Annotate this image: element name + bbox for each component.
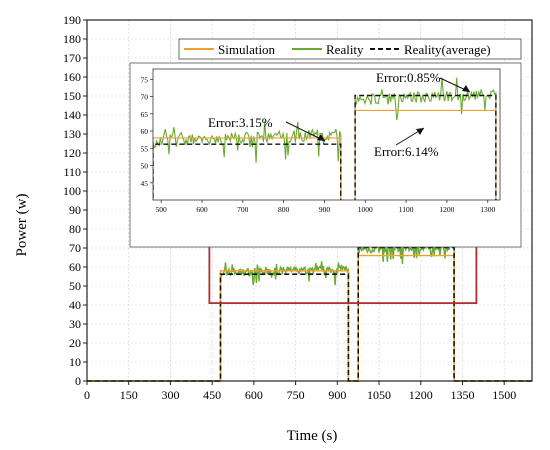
inset-y-tick-label: 50 — [141, 162, 149, 171]
main-plot-frame — [86, 19, 533, 382]
x-tick-label: 150 — [120, 388, 138, 402]
inset-plot-frame — [152, 68, 501, 201]
inset-x-tick-label: 1100 — [399, 205, 414, 214]
inset-x-tick-label: 800 — [278, 205, 290, 214]
inset-x-tick-label: 700 — [237, 205, 249, 214]
y-tick-label: 10 — [69, 355, 81, 369]
inset-axes — [152, 68, 501, 201]
y-tick-label: 140 — [63, 108, 81, 122]
legend-label-reality-average: Reality(average) — [404, 42, 491, 57]
y-tick-label: 0 — [75, 374, 81, 388]
x-tick-labels: 0 150 300 450 600 750 900 1050 1200 1350 1500 — [84, 381, 516, 402]
y-tick-label: 70 — [69, 241, 81, 255]
y-tick-label: 130 — [63, 127, 81, 141]
inset-y-tick-label: 75 — [141, 75, 149, 84]
y-tick-label: 20 — [69, 336, 81, 350]
annotation-arrowhead-6-14 — [416, 128, 424, 135]
y-tick-label: 110 — [63, 165, 81, 179]
x-tick-label: 1050 — [367, 388, 391, 402]
x-tick-label: 450 — [203, 388, 221, 402]
inset-y-tick-label: 45 — [141, 179, 149, 188]
inset-series-line-1 — [153, 77, 497, 200]
series-line-1 — [87, 241, 532, 382]
inset-chart: 45 50 55 60 65 70 75 500 600 700 800 900 1000 1100 12… — [129, 62, 522, 248]
inset-x-tick-label: 900 — [319, 205, 331, 214]
annotation-error-6-14: Error:6.14% — [374, 144, 439, 159]
y-tick-label: 30 — [69, 317, 81, 331]
inset-x-tick-label: 1200 — [439, 205, 454, 214]
legend-label-simulation: Simulation — [218, 42, 276, 57]
inset-x-tick-label: 600 — [196, 205, 208, 214]
y-tick-label: 170 — [63, 51, 81, 65]
x-tick-label: 300 — [161, 388, 179, 402]
inset-y-tick-label: 65 — [141, 110, 149, 119]
y-tick-label: 80 — [69, 222, 81, 236]
inset-x-tick-label: 1000 — [358, 205, 373, 214]
inset-x-tick-labels: 500 600 700 800 900 1000 1100 1200 1300 — [156, 200, 496, 214]
x-tick-label: 1350 — [450, 388, 474, 402]
y-tick-label: 40 — [69, 298, 81, 312]
annotation-arrowhead-0-85 — [462, 85, 470, 92]
inset-y-tick-label: 70 — [141, 93, 149, 102]
series-line-2 — [87, 246, 532, 382]
main-series — [87, 241, 532, 382]
y-tick-labels: 0 10 20 30 40 50 60 70 80 90 100 110 120 130 140 150 160… — [63, 13, 87, 388]
inset-y-tick-label: 60 — [141, 127, 149, 136]
annotation-error-3-15: Error:3.15% — [208, 115, 273, 130]
y-tick-label: 100 — [63, 184, 81, 198]
y-tick-label: 60 — [69, 260, 81, 274]
y-tick-label: 90 — [69, 203, 81, 217]
inset-y-tick-label: 55 — [141, 144, 149, 153]
y-tick-label: 120 — [63, 146, 81, 160]
y-tick-label: 180 — [63, 32, 81, 46]
x-tick-label: 900 — [328, 388, 346, 402]
y-axis-label: Power (w) — [14, 194, 30, 257]
inset-y-tick-labels: 45 50 55 60 65 70 75 — [141, 75, 153, 188]
x-tick-label: 1200 — [409, 388, 433, 402]
inset-x-tick-label: 500 — [156, 205, 168, 214]
x-tick-label: 0 — [84, 388, 90, 402]
y-tick-label: 50 — [69, 279, 81, 293]
legend-label-reality: Reality — [326, 42, 364, 57]
annotation-error-0-85: Error:0.85% — [376, 70, 441, 85]
inset-series — [153, 77, 497, 200]
y-tick-label: 190 — [63, 13, 81, 27]
x-tick-label: 600 — [245, 388, 263, 402]
inset-x-tick-label: 1300 — [480, 205, 495, 214]
y-tick-label: 150 — [63, 89, 81, 103]
x-tick-label: 750 — [287, 388, 305, 402]
annotation-arrowhead-3-15 — [317, 134, 325, 141]
inset-annotations: Error:3.15% Error:0.85% Error:6.14% — [208, 70, 471, 159]
x-axis-label: Time (s) — [287, 428, 338, 444]
legend: Simulation Reality Reality(average) — [178, 38, 522, 60]
legend-frame — [178, 38, 522, 60]
y-tick-label: 160 — [63, 70, 81, 84]
x-tick-label: 1500 — [492, 388, 516, 402]
